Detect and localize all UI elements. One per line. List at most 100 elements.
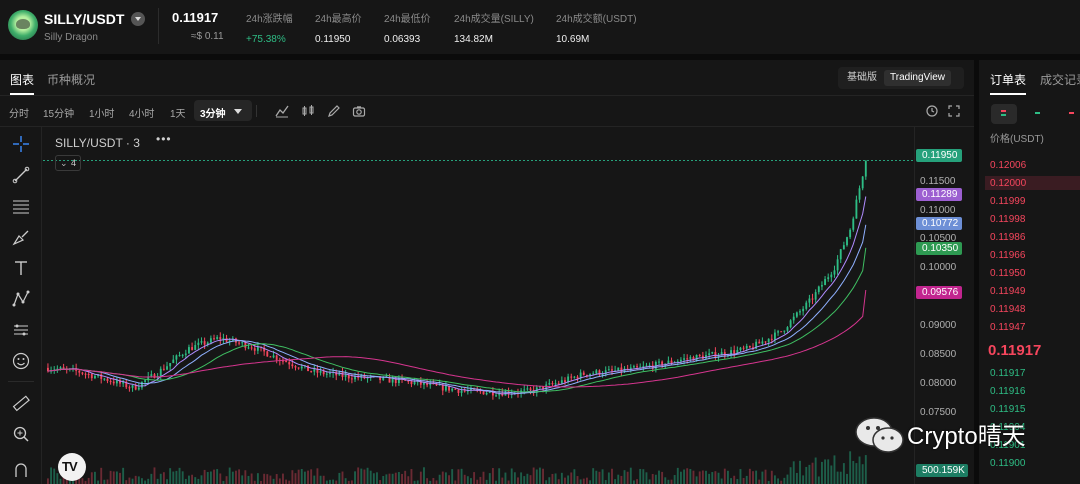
book-mode-asks-button[interactable] <box>1059 104 1080 124</box>
ask-price[interactable]: 0.11986 <box>990 232 1026 243</box>
volume-bar <box>382 475 385 484</box>
volume-bar <box>344 478 347 484</box>
book-mode-bids-button[interactable] <box>1025 104 1051 124</box>
volume-bar <box>423 467 425 484</box>
volume-bar <box>488 473 491 484</box>
volume-bar <box>482 471 485 484</box>
volume-bar <box>614 479 617 484</box>
brush-icon[interactable] <box>11 227 31 247</box>
volume-bar <box>748 468 751 484</box>
ask-price[interactable]: 0.11947 <box>990 322 1026 333</box>
stat-24h-volume: 24h成交量(SILLY) 134.82M <box>454 10 534 45</box>
price-chart[interactable] <box>43 127 914 484</box>
volume-bar <box>335 480 338 484</box>
zoom-in-icon[interactable] <box>11 424 31 444</box>
volume-bar <box>604 480 607 484</box>
timeframe-1d[interactable]: 1天 <box>170 109 186 120</box>
candle <box>432 383 435 385</box>
candle <box>282 360 284 362</box>
ask-price[interactable]: 0.11948 <box>990 304 1026 315</box>
volume-bar <box>679 471 682 484</box>
volume-bar <box>341 471 344 484</box>
volume-bar <box>714 471 717 484</box>
tab-coin-overview[interactable]: 币种概况 <box>47 73 96 87</box>
candle <box>429 383 432 386</box>
volume-bar <box>366 467 369 484</box>
volume-bar <box>811 462 814 484</box>
draw-pencil-icon[interactable] <box>327 104 341 118</box>
settings-clock-icon[interactable] <box>925 104 939 118</box>
volume-bar <box>739 469 742 484</box>
timeframe-dropdown[interactable]: 3分钟 <box>194 100 252 121</box>
stat-24h-low: 24h最低价 0.06393 <box>384 10 431 45</box>
chart-area[interactable]: SILLY/USDT · 3 ••• ⌄ 4 0.11500 0.11000 0… <box>0 126 974 484</box>
timeframe-1h[interactable]: 1小时 <box>89 109 115 120</box>
text-tool-icon[interactable] <box>11 258 31 278</box>
book-mode-both-button[interactable] <box>991 104 1017 124</box>
tab-chart[interactable]: 图表 <box>10 73 35 95</box>
wechat-icon <box>855 417 904 453</box>
candle <box>689 357 692 359</box>
tab-order-book[interactable]: 订单表 <box>990 73 1027 95</box>
pair-full-name: Silly Dragon <box>44 32 98 43</box>
volume-bar <box>87 477 90 484</box>
fib-lines-icon[interactable] <box>11 196 31 216</box>
timeframe-4h[interactable]: 4小时 <box>129 109 155 120</box>
candle <box>454 388 457 390</box>
ask-price[interactable]: 0.11999 <box>990 196 1026 207</box>
candle <box>263 347 266 352</box>
bid-price[interactable]: 0.11900 <box>990 458 1026 469</box>
candle <box>764 341 767 343</box>
camera-icon[interactable] <box>352 104 366 118</box>
pair-dropdown-icon[interactable] <box>131 12 145 26</box>
emoji-icon[interactable] <box>11 351 31 371</box>
bid-price[interactable]: 0.11901 <box>990 440 1026 451</box>
ask-price[interactable]: 0.12000 <box>990 178 1027 189</box>
volume-bar <box>736 479 739 484</box>
crosshair-icon[interactable] <box>11 134 31 154</box>
tab-trades[interactable]: 成交记录 <box>1040 73 1080 87</box>
candle <box>636 366 638 368</box>
volume-bar <box>648 479 651 484</box>
fullscreen-icon[interactable] <box>947 104 961 118</box>
volume-bar <box>294 473 297 484</box>
ask-price[interactable]: 0.11998 <box>990 214 1026 225</box>
tradingview-logo[interactable]: TV <box>58 453 86 481</box>
bid-price[interactable]: 0.11904 <box>990 422 1026 433</box>
timeframe-1[interactable]: 分时 <box>9 109 29 120</box>
candle <box>648 365 651 367</box>
timeframe-15m[interactable]: 15分钟 <box>43 109 75 120</box>
ask-price[interactable]: 0.11950 <box>990 268 1026 279</box>
last-price-tag: 0.11950 <box>916 149 962 162</box>
indicators-collapse[interactable]: ⌄ 4 <box>55 155 81 171</box>
prediction-tool-icon[interactable] <box>11 320 31 340</box>
tradingview-button[interactable]: TradingView <box>884 70 952 86</box>
volume-bar <box>307 470 309 484</box>
bid-price[interactable]: 0.11917 <box>990 368 1026 379</box>
ask-price[interactable]: 0.12006 <box>990 160 1027 171</box>
stat-value: 10.69M <box>556 34 590 45</box>
pattern-tool-icon[interactable] <box>11 289 31 309</box>
volume-bar <box>263 473 266 484</box>
basic-view-button[interactable]: 基础版 <box>847 72 877 83</box>
ask-price[interactable]: 0.11949 <box>990 286 1026 297</box>
volume-bar <box>611 468 613 484</box>
more-options-icon[interactable]: ••• <box>156 132 172 146</box>
bid-price[interactable]: 0.11916 <box>990 386 1026 397</box>
candle <box>861 176 864 189</box>
candle-type-icon[interactable] <box>301 104 315 118</box>
bid-price[interactable]: 0.11915 <box>990 404 1026 415</box>
divider <box>0 95 974 96</box>
magnet-icon[interactable] <box>11 459 31 479</box>
ma-tag: 0.10772 <box>916 217 962 230</box>
pair-name[interactable]: SILLY/USDT <box>44 11 125 27</box>
volume-bar <box>629 467 632 484</box>
candle <box>604 370 607 375</box>
ruler-icon[interactable] <box>11 393 31 413</box>
trend-line-icon[interactable] <box>11 165 31 185</box>
ask-price[interactable]: 0.11966 <box>990 250 1026 261</box>
candle <box>47 367 49 372</box>
candle <box>285 360 288 363</box>
volume-bar <box>285 479 288 484</box>
indicator-icon[interactable] <box>275 104 289 118</box>
